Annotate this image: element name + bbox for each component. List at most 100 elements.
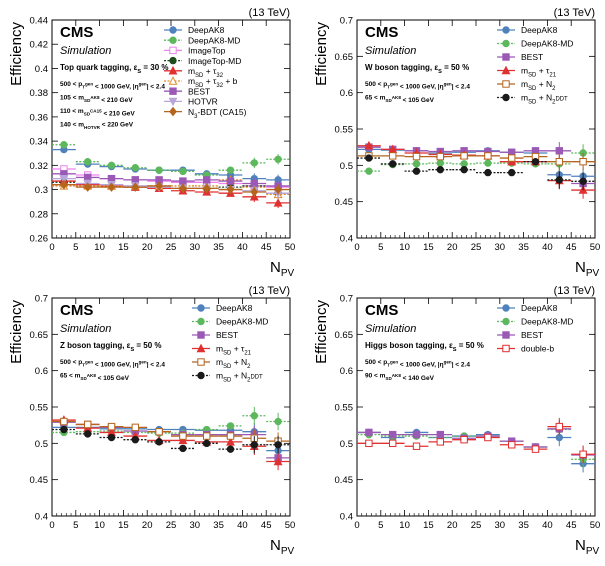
legend-entry: DeepAK8 [521, 303, 558, 313]
data-point [107, 182, 116, 192]
data-point [436, 159, 444, 167]
x-tick-label: 15 [118, 520, 129, 531]
x-tick-label: 5 [73, 242, 78, 253]
legend-entry: mSD + τ21 [521, 66, 557, 79]
x-axis-label: NPV [575, 537, 600, 557]
legend-swatch-marker [502, 304, 510, 312]
data-point [250, 187, 259, 197]
y-tick-label: 0.4 [35, 64, 48, 75]
y-axis-label: Efficiency [8, 22, 25, 86]
legend-entry: DeepAK8-MD [521, 39, 573, 49]
data-point [389, 152, 397, 160]
x-tick-label: 50 [285, 520, 296, 531]
legend-swatch-marker [169, 106, 177, 117]
data-point [131, 176, 140, 184]
x-tick-label: 0 [49, 242, 54, 253]
data-point [531, 158, 540, 166]
x-tick-label: 25 [166, 520, 177, 531]
legend-entry: ImageTop-MD [188, 56, 241, 66]
y-tick-label: 0.42 [30, 40, 49, 51]
series-m-sd-n-2-ddt [52, 425, 290, 454]
legend-swatch-marker [502, 93, 510, 102]
legend-swatch-marker [168, 65, 178, 75]
data-point [274, 417, 282, 426]
selection-cut: 500 < pTgen < 1000 GeV, |ηgen| < 2.4 [60, 81, 165, 90]
y-tick-label: 0.5 [35, 439, 48, 450]
simulation-label: Simulation [365, 45, 416, 57]
data-point [179, 177, 187, 185]
data-point [250, 159, 259, 167]
legend-entry: N3-BDT (CA15) [188, 107, 247, 120]
y-tick-label: 0.6 [340, 366, 353, 377]
data-point [412, 430, 421, 439]
data-point [107, 161, 116, 170]
legend-swatch-marker [169, 26, 177, 34]
x-tick-label: 35 [518, 520, 529, 531]
legend-entry: BEST [521, 52, 543, 62]
y-tick-label: 0.7 [35, 294, 48, 305]
legend-swatch-marker [502, 331, 510, 339]
data-point [250, 412, 259, 420]
x-tick-label: 30 [495, 242, 506, 253]
x-tick-label: 40 [237, 520, 248, 531]
x-tick-label: 25 [471, 520, 482, 531]
legend-entry: mSD + τ21 [216, 344, 252, 357]
y-tick-label: 0.55 [335, 403, 354, 414]
legend-entry: mSD + N2 [521, 79, 555, 92]
legend-entry: DeepAK8 [521, 25, 558, 35]
data-point [179, 167, 187, 176]
selection-cut: 65 < mSDAK8 < 105 GeV [365, 95, 435, 104]
legend-swatch-marker [168, 76, 178, 85]
y-tick-label: 0.65 [30, 330, 49, 341]
data-point [508, 441, 516, 449]
legend-swatch-marker [169, 36, 177, 44]
data-point [179, 444, 187, 453]
y-tick-label: 0.7 [340, 294, 353, 305]
series-double-b [357, 417, 595, 463]
data-point [273, 197, 283, 207]
y-axis-label: Efficiency [313, 22, 330, 86]
series-deepak8-md [52, 141, 290, 179]
series-m-sd-n-2 [52, 417, 290, 450]
data-point [364, 140, 374, 150]
x-tick-label: 20 [142, 520, 153, 531]
legend-entry: DeepAK8 [216, 303, 253, 313]
x-tick-label: 5 [73, 520, 78, 531]
x-tick-label: 35 [213, 242, 224, 253]
energy-label: (13 TeV) [249, 7, 290, 19]
legend-entry: DeepAK8-MD [188, 35, 240, 45]
x-tick-label: 5 [378, 242, 383, 253]
data-point [484, 433, 492, 442]
x-tick-label: 15 [423, 242, 434, 253]
simulation-label: Simulation [60, 323, 111, 335]
data-point [107, 433, 116, 442]
data-point [579, 158, 587, 166]
y-tick-label: 0.3 [35, 185, 48, 196]
data-point [203, 176, 211, 184]
x-tick-label: 0 [354, 520, 359, 531]
legend-entry: mSD + N2 [216, 357, 250, 370]
data-point [412, 167, 421, 175]
legend-swatch-marker [502, 39, 510, 48]
legend-swatch-marker [502, 344, 510, 353]
chart-panel-2: 0 5 10 15 20 25 30 35 40 45 50 0.4 0.45 0.5 0.55 0.6 0.6… [313, 7, 600, 279]
tagging-label: Higgs boson tagging, εS = 50 % [365, 341, 484, 353]
data-point [203, 439, 211, 448]
data-point [226, 432, 235, 440]
y-axis-label: Efficiency [8, 300, 25, 364]
data-point [226, 422, 235, 430]
data-point [107, 174, 116, 183]
cms-label: CMS [60, 302, 93, 319]
data-point [508, 168, 516, 177]
simulation-label: Simulation [365, 323, 416, 335]
data-point [203, 432, 211, 440]
data-point [389, 439, 397, 448]
y-tick-label: 0.36 [30, 112, 49, 123]
y-tick-label: 0.65 [335, 330, 354, 341]
x-tick-label: 15 [423, 520, 434, 531]
energy-label: (13 TeV) [249, 285, 290, 297]
data-point [484, 159, 492, 167]
data-point [412, 442, 421, 450]
y-tick-label: 0.55 [335, 125, 354, 136]
